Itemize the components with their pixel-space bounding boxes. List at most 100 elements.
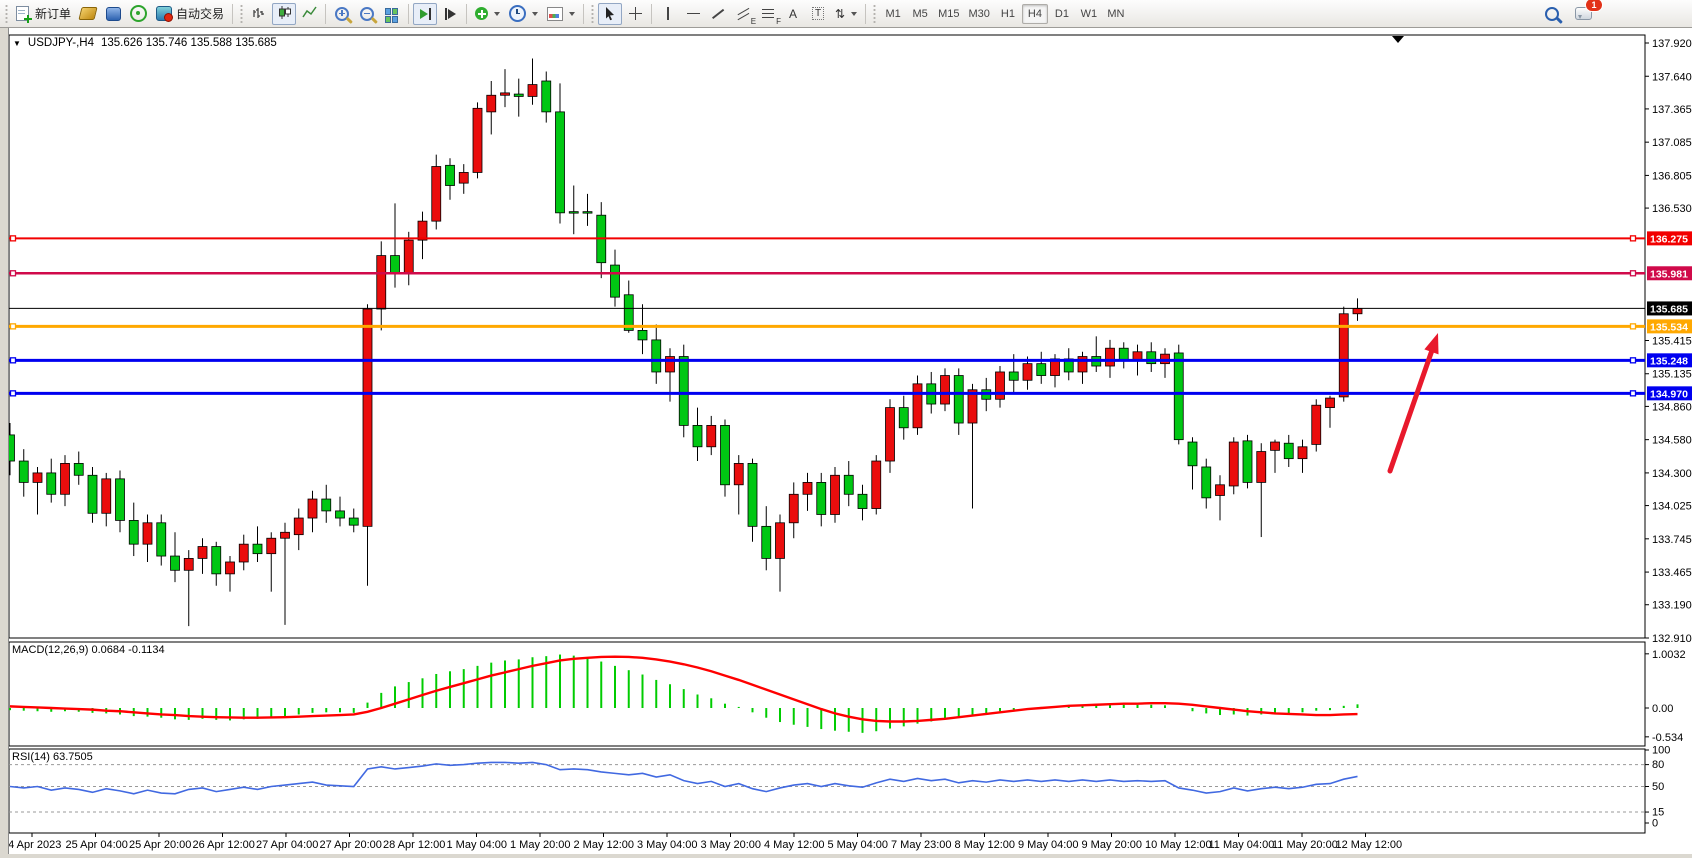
trend-arrow-head[interactable]	[1424, 333, 1439, 355]
level-handle[interactable]	[1629, 357, 1637, 364]
level-handle[interactable]	[1629, 323, 1637, 330]
zoom-out-button[interactable]	[355, 3, 379, 25]
candle-bearish	[513, 93, 524, 97]
templates-button[interactable]	[543, 3, 579, 25]
candle-bullish	[733, 463, 744, 486]
crosshair-tool-button[interactable]	[623, 3, 647, 25]
date-axis-label: 27 Apr 20:00	[320, 839, 382, 851]
timeframe-button-h1[interactable]: H1	[995, 4, 1021, 24]
bar-chart-icon	[252, 5, 267, 23]
candle-bullish	[376, 255, 387, 310]
timeframe-button-m5[interactable]: M5	[907, 4, 933, 24]
chart-ohlc-values: 135.626 135.746 135.588 135.685	[100, 37, 277, 49]
timeframe-button-m1[interactable]: M1	[880, 4, 906, 24]
timeframe-button-mn[interactable]: MN	[1103, 4, 1129, 24]
candle-bearish	[623, 294, 634, 331]
rsi-panel-frame	[8, 748, 1646, 834]
chart-shift-marker[interactable]	[1392, 36, 1404, 43]
date-axis-label: 1 May 20:00	[510, 839, 571, 851]
toolbar-drag-handle[interactable]	[872, 3, 878, 24]
candle-bearish	[541, 80, 552, 113]
candle-bearish	[761, 525, 772, 559]
level-handle[interactable]	[9, 235, 17, 242]
rsi-axis-label: 50	[1652, 781, 1664, 793]
candle-bullish	[472, 107, 483, 173]
timeframe-button-w1[interactable]: W1	[1076, 4, 1102, 24]
tile-windows-icon	[385, 7, 399, 23]
level-handle[interactable]	[9, 270, 17, 277]
one-click-trading-expander-icon[interactable]: ▼	[13, 38, 21, 48]
text-label-tool-button[interactable]: T	[806, 3, 830, 25]
dropdown-caret-icon	[532, 11, 539, 16]
signal-button[interactable]	[126, 3, 151, 25]
channel-tool-button[interactable]: E	[731, 3, 756, 26]
arrows-tool-button[interactable]: ⇅	[831, 3, 861, 25]
timeframe-button-m30[interactable]: M30	[965, 4, 994, 24]
level-handle[interactable]	[1629, 270, 1637, 277]
zoom-in-icon	[335, 6, 353, 24]
timeframe-button-d1[interactable]: D1	[1049, 4, 1075, 24]
candle-bearish	[816, 482, 827, 515]
level-handle[interactable]	[1629, 235, 1637, 242]
candle-bullish	[1022, 363, 1033, 381]
date-axis-label: 24 Apr 2023	[2, 839, 61, 851]
candlestick-icon	[277, 5, 292, 23]
window-bottom-edge	[0, 854, 1692, 858]
candle-bullish	[1077, 356, 1088, 373]
notifications-button[interactable]: 1	[1571, 0, 1603, 25]
tile-windows-button[interactable]	[380, 3, 404, 25]
trend-arrow-shaft[interactable]	[1387, 349, 1434, 474]
horizontal-line-tool-button[interactable]	[681, 3, 705, 25]
level-handle[interactable]	[9, 323, 17, 330]
profiles-button[interactable]	[101, 3, 125, 25]
notification-badge: 1	[1585, 0, 1603, 12]
indicators-button[interactable]	[471, 3, 504, 25]
bar-chart-mode-button[interactable]	[247, 3, 271, 25]
autotrading-icon	[156, 6, 174, 22]
auto-scroll-button[interactable]	[413, 2, 438, 25]
new-order-button[interactable]: 新订单	[12, 3, 75, 25]
search-button[interactable]	[1540, 3, 1564, 25]
candle-bullish	[1352, 308, 1363, 315]
price-level-tag	[1647, 353, 1692, 368]
toolbar-separator	[583, 3, 585, 24]
chart-shift-button[interactable]	[438, 3, 462, 25]
line-chart-mode-button[interactable]	[297, 3, 321, 25]
zoom-in-button[interactable]	[330, 3, 354, 25]
candle-bearish	[720, 425, 730, 486]
cursor-tool-button[interactable]	[598, 2, 623, 25]
new-order-icon	[16, 5, 32, 23]
trendline-tool-button[interactable]	[706, 3, 730, 25]
level-handle[interactable]	[9, 357, 17, 364]
price-axis-label: 137.640	[1652, 71, 1692, 83]
text-tool-button[interactable]: A	[781, 3, 805, 25]
autotrading-button[interactable]: 自动交易	[152, 3, 228, 25]
level-handle[interactable]	[1629, 390, 1637, 397]
candle-bearish	[128, 520, 139, 545]
periods-button[interactable]	[505, 3, 542, 25]
price-level-tag	[1647, 319, 1692, 334]
timeframe-button-m15[interactable]: M15	[934, 4, 963, 24]
candle-bullish	[706, 425, 717, 448]
candle-bullish	[307, 498, 318, 519]
crosshair-icon	[628, 7, 642, 20]
trendline-icon	[712, 8, 725, 19]
fibonacci-tool-button[interactable]: F	[756, 3, 781, 26]
candlestick-mode-button[interactable]	[272, 2, 297, 25]
candle-bearish	[678, 356, 689, 426]
toolbar-separator	[865, 3, 867, 24]
templates-icon	[547, 6, 564, 21]
candle-bullish	[142, 522, 153, 545]
dropdown-caret-icon	[494, 11, 501, 16]
new-chart-button[interactable]	[76, 3, 100, 25]
toolbar-drag-handle[interactable]	[590, 3, 596, 24]
vertical-line-tool-button[interactable]	[656, 3, 680, 25]
candle-bullish	[1228, 441, 1239, 487]
candle-bearish	[692, 425, 703, 448]
timeframe-button-h4[interactable]: H4	[1021, 3, 1048, 24]
toolbar-drag-handle[interactable]	[239, 3, 245, 24]
level-handle[interactable]	[9, 390, 17, 397]
toolbar-drag-handle[interactable]	[4, 3, 9, 24]
candle-bearish	[1008, 371, 1019, 381]
